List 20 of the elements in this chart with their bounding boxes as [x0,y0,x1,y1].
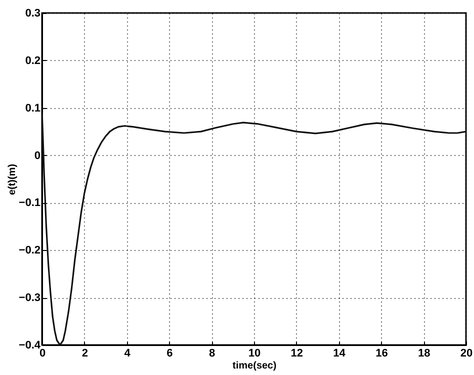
x-tick-label: 18 [418,348,430,360]
x-tick-label: 4 [124,348,132,360]
y-tick-label: 0.1 [25,102,40,114]
y-tick-label: 0.3 [25,8,40,20]
y-tick-label: 0 [34,150,40,162]
x-tick-label: 10 [248,348,261,360]
y-tick-label: 0.2 [25,54,40,67]
x-tick-label: 2 [82,348,88,360]
x-tick-label: 16 [376,348,388,360]
y-tick-label: −0.2 [18,244,40,257]
y-tick-label: −0.4 [18,340,42,352]
x-tick-label: 14 [333,348,346,360]
y-tick-label: −0.3 [18,292,40,304]
x-tick-label: 8 [209,348,216,360]
x-tick-label: 20 [460,348,473,360]
x-tick-label: 12 [290,348,304,360]
x-tick-label: 6 [166,348,173,360]
x-axis-title: time(sec) [232,360,276,372]
y-tick-label: −0.1 [18,197,40,210]
y-axis-title: e(t)(m) [6,164,18,196]
